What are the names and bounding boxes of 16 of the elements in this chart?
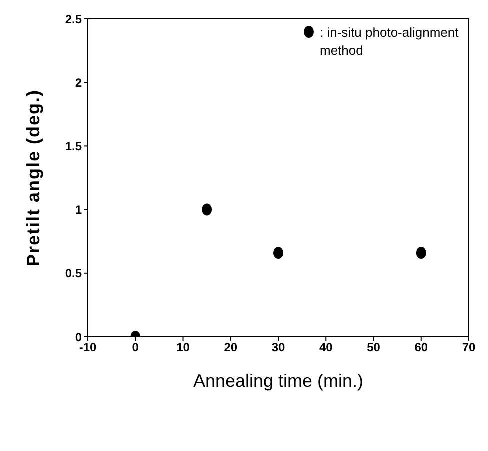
x-tick-label: 60	[414, 340, 428, 355]
y-tick-label: 2	[75, 76, 82, 90]
x-tick-label: 10	[176, 340, 190, 355]
x-tick-label: 20	[224, 340, 238, 355]
legend-label: : in-situ photo-alignment method	[320, 24, 460, 60]
x-tick-label: 0	[132, 340, 140, 355]
y-tick-label: 0.5	[65, 266, 82, 281]
y-axis-title: Pretilt angle (deg.)	[23, 89, 44, 267]
x-tick-label: 40	[319, 340, 334, 355]
y-tick-label: 1.5	[65, 139, 82, 154]
x-tick-label: 70	[462, 340, 476, 355]
y-tick-label: 2.5	[65, 12, 82, 26]
y-tick-label: 1	[75, 203, 82, 218]
x-tick-label: 30	[272, 340, 286, 355]
x-axis-title: Annealing time (min.)	[193, 371, 364, 391]
x-tick-label: 50	[367, 340, 381, 355]
